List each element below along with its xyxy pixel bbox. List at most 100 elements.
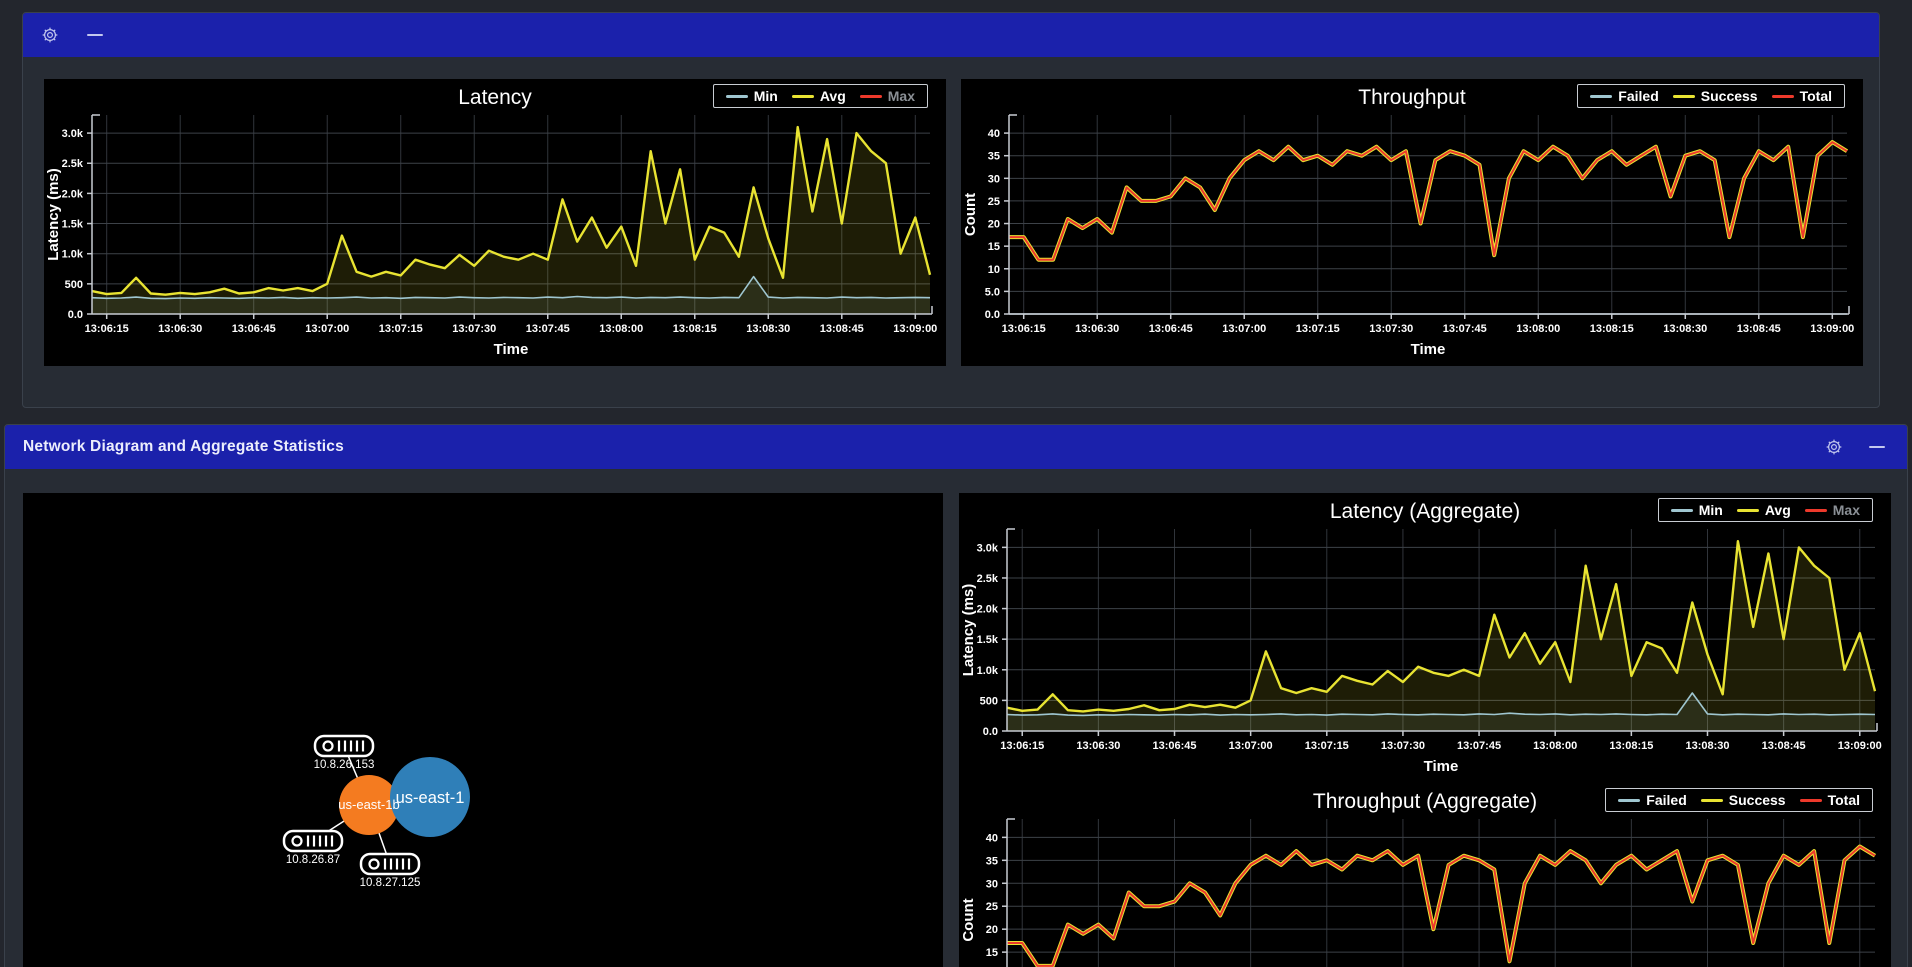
x-tick-label: 13:07:30 bbox=[1381, 740, 1425, 752]
host-node-10.8.27.125[interactable] bbox=[359, 852, 421, 876]
y-tick-label: 20 bbox=[986, 924, 998, 936]
y-tick-label: 2.0k bbox=[977, 604, 999, 616]
chart-legend: Failed Success Total bbox=[1605, 788, 1873, 812]
panel-settings-button[interactable] bbox=[1825, 438, 1843, 456]
chart-legend: Min Avg Max bbox=[1657, 498, 1873, 522]
legend-item-avg[interactable]: Avg bbox=[1736, 502, 1791, 518]
y-tick-label: 2.5k bbox=[977, 573, 999, 585]
y-tick-label: 0.0 bbox=[983, 726, 998, 738]
x-tick-label: 13:09:00 bbox=[893, 323, 937, 335]
legend-label: Avg bbox=[819, 88, 846, 104]
chart-legend: Failed Success Total bbox=[1577, 84, 1845, 108]
panel-minimize-button[interactable] bbox=[1869, 445, 1885, 449]
legend-label: Total bbox=[1827, 792, 1860, 808]
x-tick-label: 13:07:30 bbox=[452, 323, 496, 335]
legend-label: Avg bbox=[1764, 502, 1791, 518]
legend-item-success[interactable]: Success bbox=[1672, 88, 1758, 104]
x-axis-label: Time bbox=[1424, 758, 1459, 775]
legend-label: Success bbox=[1700, 88, 1758, 104]
panel-charts-header bbox=[23, 13, 1879, 57]
y-tick-label: 15 bbox=[986, 947, 998, 959]
panel-settings-button[interactable] bbox=[41, 26, 59, 44]
legend-item-total[interactable]: Total bbox=[1799, 792, 1860, 808]
legend-label: Success bbox=[1728, 792, 1786, 808]
y-tick-label: 500 bbox=[65, 279, 83, 291]
throughput-chart: Throughput Failed Success Total 0.0 5.0 10 15 20… bbox=[961, 79, 1863, 366]
y-tick-label: 2.5k bbox=[62, 158, 84, 170]
legend-label: Total bbox=[1799, 88, 1832, 104]
legend-label: Min bbox=[1698, 502, 1723, 518]
x-tick-label: 13:07:00 bbox=[1229, 740, 1273, 752]
legend-item-max[interactable]: Max bbox=[859, 88, 915, 104]
legend-item-total[interactable]: Total bbox=[1771, 88, 1832, 104]
y-axis-label: Latency (ms) bbox=[960, 584, 977, 677]
y-tick-label: 40 bbox=[986, 832, 998, 844]
x-tick-label: 13:06:30 bbox=[1076, 740, 1120, 752]
legend-item-success[interactable]: Success bbox=[1700, 792, 1786, 808]
host-node-10.8.26.87[interactable] bbox=[282, 829, 344, 853]
y-tick-label: 3.0k bbox=[62, 128, 84, 140]
host-icon bbox=[368, 858, 380, 870]
y-tick-label: 500 bbox=[980, 695, 998, 707]
az-node-us-east-1b[interactable] bbox=[339, 775, 399, 835]
host-node-label: 10.8.27.125 bbox=[360, 877, 421, 889]
legend-item-failed[interactable]: Failed bbox=[1590, 88, 1659, 104]
y-tick-label: 15 bbox=[988, 241, 1000, 253]
y-tick-label: 30 bbox=[988, 173, 1000, 185]
az-node-label: us-east-1b bbox=[338, 797, 399, 812]
panel-minimize-button[interactable] bbox=[87, 33, 103, 37]
chart-plot: 0.05.01015202530354013:06:1513:06:3013:0… bbox=[960, 818, 1877, 967]
x-tick-label: 13:08:45 bbox=[1737, 323, 1781, 335]
legend-item-min[interactable]: Min bbox=[725, 88, 778, 104]
chart-plot: 0.0 500 1.0k 1.5k 2.0k 2.5k 3.0k 13:06:15 13:06:… bbox=[45, 114, 937, 358]
host-node-10.8.26.153[interactable] bbox=[313, 734, 375, 758]
x-tick-label: 13:06:45 bbox=[1152, 740, 1196, 752]
y-axis-label: Count bbox=[960, 898, 977, 941]
legend-label: Failed bbox=[1618, 88, 1659, 104]
x-tick-label: 13:08:30 bbox=[1663, 323, 1707, 335]
chart-legend: Min Avg Max bbox=[712, 84, 928, 108]
region-node-us-east-1[interactable] bbox=[390, 757, 470, 837]
x-tick-label: 13:09:00 bbox=[1810, 323, 1854, 335]
x-tick-label: 13:08:30 bbox=[746, 323, 790, 335]
x-tick-label: 13:07:15 bbox=[1305, 740, 1349, 752]
legend-item-min[interactable]: Min bbox=[1670, 502, 1723, 518]
y-tick-label: 0.0 bbox=[985, 309, 1000, 321]
y-tick-label: 35 bbox=[986, 855, 998, 867]
x-tick-label: 13:08:30 bbox=[1685, 740, 1729, 752]
y-tick-label: 3.0k bbox=[977, 542, 999, 554]
legend-swatch bbox=[791, 94, 814, 98]
legend-label: Failed bbox=[1646, 792, 1687, 808]
panel-charts: Latency Min Avg Max 0.0 500 1.0k 1.5k 2.0k 2.5k 3.… bbox=[22, 12, 1880, 408]
y-tick-label: 40 bbox=[988, 128, 1000, 140]
aggregate-charts-column: Latency (Aggregate) Min Avg Max 0.0 500 1.0k 1.… bbox=[959, 493, 1891, 967]
chart-title: Latency bbox=[458, 86, 532, 109]
legend-item-failed[interactable]: Failed bbox=[1618, 792, 1687, 808]
panel-header-icons bbox=[1825, 438, 1889, 456]
y-tick-label: 2.0k bbox=[62, 188, 84, 200]
legend-swatch bbox=[1799, 798, 1822, 802]
x-axis-label: Time bbox=[494, 341, 529, 358]
legend-item-max[interactable]: Max bbox=[1804, 502, 1860, 518]
x-tick-label: 13:06:45 bbox=[232, 323, 276, 335]
legend-item-avg[interactable]: Avg bbox=[791, 88, 846, 104]
host-icon bbox=[291, 835, 303, 847]
y-tick-label: 0.0 bbox=[68, 309, 83, 321]
y-tick-label: 5.0 bbox=[985, 286, 1000, 298]
x-tick-label: 13:08:00 bbox=[599, 323, 643, 335]
chart-title: Throughput bbox=[1358, 86, 1466, 109]
x-tick-label: 13:08:15 bbox=[673, 323, 717, 335]
legend-swatch bbox=[725, 94, 748, 98]
minimize-icon bbox=[87, 33, 103, 37]
legend-swatch bbox=[859, 94, 882, 98]
legend-swatch bbox=[1771, 94, 1794, 98]
x-tick-label: 13:06:30 bbox=[1075, 323, 1119, 335]
network-diagram: us-east-1b us-east-1 10.8.26.153 10.8.26.87… bbox=[23, 493, 943, 967]
x-tick-label: 13:08:00 bbox=[1516, 323, 1560, 335]
gear-icon bbox=[1826, 439, 1842, 455]
x-tick-label: 13:08:00 bbox=[1533, 740, 1577, 752]
x-tick-label: 13:09:00 bbox=[1838, 740, 1882, 752]
y-tick-label: 25 bbox=[988, 196, 1000, 208]
